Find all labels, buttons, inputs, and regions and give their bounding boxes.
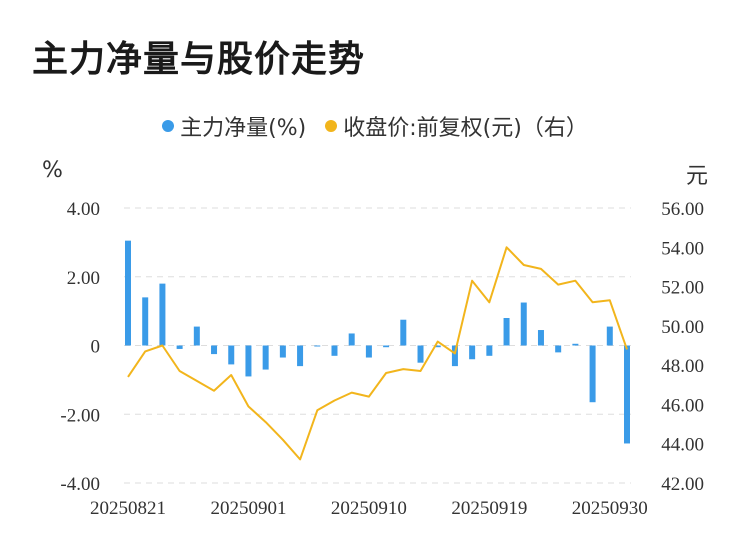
left-tick-label: -2.00 xyxy=(60,405,100,426)
right-tick-label: 46.00 xyxy=(661,395,704,416)
net-bar xyxy=(159,283,166,346)
net-bar xyxy=(434,345,441,348)
net-bar xyxy=(503,318,510,346)
net-bar xyxy=(331,345,338,356)
net-bar xyxy=(383,345,390,348)
net-bar xyxy=(417,345,424,363)
net-bar xyxy=(520,302,527,346)
x-tick-label: 20250919 xyxy=(451,498,527,519)
net-bar xyxy=(572,343,579,346)
legend-item-net[interactable]: 主力净量(%) xyxy=(162,110,306,142)
left-tick-label: 2.00 xyxy=(67,268,100,289)
net-bar xyxy=(606,326,613,346)
net-bar xyxy=(142,297,149,346)
right-tick-label: 52.00 xyxy=(661,278,704,299)
net-bar xyxy=(348,333,355,346)
net-bar xyxy=(624,345,630,444)
right-tick-label: 44.00 xyxy=(661,435,704,456)
left-axis-unit: % xyxy=(42,158,63,183)
left-tick-label: 0 xyxy=(91,337,101,358)
x-tick-label: 20250930 xyxy=(572,498,648,519)
net-bar xyxy=(469,345,476,360)
right-axis-unit: 元 xyxy=(685,164,708,189)
net-bar xyxy=(193,326,200,346)
legend-label-price: 收盘价:前复权(元)（右） xyxy=(343,116,588,141)
net-bar xyxy=(400,319,407,346)
net-bar xyxy=(279,345,286,358)
legend: 主力净量(%) 收盘价:前复权(元)（右） xyxy=(0,110,750,142)
x-tick-label: 20250910 xyxy=(331,498,407,519)
net-bar xyxy=(537,330,544,346)
net-bar xyxy=(555,345,562,353)
right-tick-label: 42.00 xyxy=(661,474,704,495)
right-tick-label: 50.00 xyxy=(661,317,704,338)
right-tick-label: 54.00 xyxy=(661,238,704,259)
right-tick-label: 48.00 xyxy=(661,356,704,377)
net-bar xyxy=(314,345,321,347)
net-bar xyxy=(365,345,372,358)
net-bar xyxy=(245,345,252,377)
net-bar xyxy=(125,240,131,346)
net-bar xyxy=(176,345,183,349)
right-tick-label: 56.00 xyxy=(661,199,704,220)
net-bar xyxy=(211,345,218,355)
left-tick-label: -4.00 xyxy=(60,474,100,495)
x-tick-label: 20250821 xyxy=(90,498,166,519)
price-line xyxy=(127,246,628,461)
left-tick-label: 4.00 xyxy=(67,199,100,220)
net-bar xyxy=(297,345,304,367)
net-bar xyxy=(451,345,458,367)
net-bar xyxy=(262,345,269,370)
net-bar xyxy=(589,345,596,403)
legend-dot-net-icon xyxy=(162,120,175,132)
legend-item-price[interactable]: 收盘价:前复权(元)（右） xyxy=(325,110,588,142)
net-bar xyxy=(228,345,235,365)
chart-title: 主力净量与股价走势 xyxy=(32,39,366,80)
x-tick-label: 20250901 xyxy=(210,498,286,519)
net-bar xyxy=(486,345,493,356)
legend-label-net: 主力净量(%) xyxy=(180,116,307,141)
legend-dot-price-icon xyxy=(325,120,338,132)
